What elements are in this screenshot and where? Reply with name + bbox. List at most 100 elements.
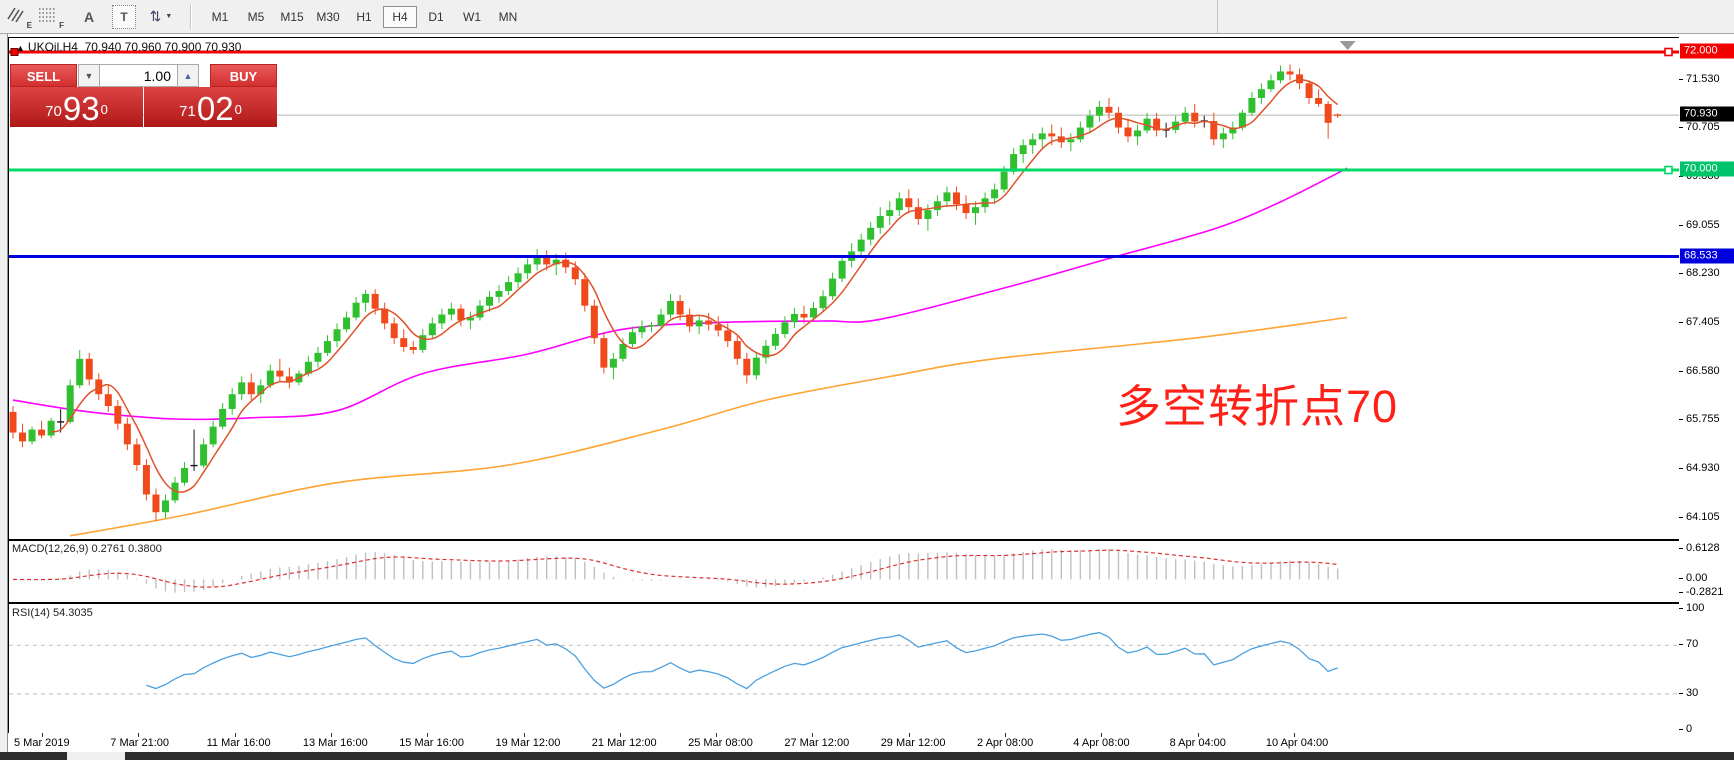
axis-tickmark: [1679, 468, 1683, 470]
time-tickmark: [1293, 733, 1295, 737]
axis-tickmark: [1679, 322, 1683, 324]
time-label: 4 Apr 08:00: [1073, 737, 1130, 749]
macd-axis: 0.6128 0.00 -0.2821: [1679, 540, 1734, 603]
text-label-icon[interactable]: A: [83, 8, 95, 25]
rsi-svg: [9, 631, 1679, 695]
price-tick-label: 64.930: [1686, 462, 1720, 475]
timeframe-button-m5[interactable]: M5: [247, 9, 265, 24]
price-tick-label: 66.580: [1686, 364, 1720, 377]
time-label: 27 Mar 12:00: [784, 737, 850, 749]
time-axis[interactable]: 5 Mar 2019 7 Mar 21:00 11 Mar 16:00 13 Mar …: [8, 733, 1681, 752]
sell-price-sup: 0: [100, 102, 108, 117]
chart-title-symbol: UKOil,H4: [27, 40, 78, 54]
timeframe-button-m1[interactable]: M1: [211, 9, 229, 24]
rsi-label: RSI(14) 54.3035: [12, 607, 93, 619]
buy-button[interactable]: BUY: [210, 64, 277, 87]
toolbar-separator: [190, 3, 192, 30]
text-tool-icon[interactable]: T: [112, 4, 136, 29]
price-tick-label: 69.055: [1686, 218, 1720, 231]
timeframe-button-d1[interactable]: D1: [428, 9, 444, 24]
horizontal-scrollbar[interactable]: [0, 752, 1734, 760]
price-tick-label: 64.105: [1686, 510, 1720, 523]
macd-label: MACD(12,26,9) 0.2761 0.3800: [12, 543, 162, 555]
volume-input[interactable]: [100, 64, 177, 87]
buy-price-prefix: 71: [179, 103, 196, 120]
buy-price-pane[interactable]: 71 02 0: [144, 87, 277, 127]
time-tickmark: [619, 733, 621, 737]
time-label: 8 Apr 04:00: [1169, 737, 1226, 749]
time-label: 13 Mar 16:00: [302, 737, 368, 749]
axis-tickmark: [1679, 176, 1683, 178]
price-tick-label: 70.705: [1686, 121, 1720, 134]
axis-tickmark: [1679, 370, 1683, 372]
toolbar: E F A T ⇅ ▼ M1 M5 M15 M30 H1 H4 D1 W1 MN: [0, 0, 1734, 34]
volume-decrease-button[interactable]: ▼: [78, 64, 100, 87]
timeframe-buttons: M1 M5 M15 M30 H1 H4 D1 W1 MN: [202, 5, 526, 28]
chart-title: ▲ UKOil,H4 70.940 70.960 70.900 70.930: [16, 40, 241, 54]
sell-price-prefix: 70: [45, 103, 62, 120]
sell-price-pane[interactable]: 70 93 0: [10, 87, 143, 127]
rsi-tick-label: 70: [1686, 638, 1699, 651]
buy-price-sup: 0: [234, 102, 242, 117]
toolbar-divider: [1217, 0, 1218, 33]
time-tickmark: [138, 733, 140, 737]
time-tickmark: [908, 733, 910, 737]
macd-tick-label: 0.00: [1686, 572, 1708, 585]
symbol-triangle-icon: ▲: [16, 43, 25, 53]
macd-svg: [12, 549, 1339, 593]
time-label: 2 Apr 08:00: [977, 737, 1034, 749]
expert-hatch-icon[interactable]: E: [6, 5, 32, 30]
volume-increase-button[interactable]: ▲: [177, 64, 199, 87]
time-label: 25 Mar 08:00: [688, 737, 753, 749]
time-label: 10 Apr 04:00: [1265, 737, 1329, 749]
trade-controls-row: SELL ▼ ▲ BUY: [10, 64, 277, 87]
time-label: 7 Mar 21:00: [110, 737, 169, 749]
price-badge: 72.000: [1680, 43, 1734, 59]
time-tickmark: [1005, 733, 1006, 737]
dropdown-caret-icon: ▼: [165, 13, 173, 20]
time-tickmark: [234, 733, 236, 737]
fibo-grid-icon[interactable]: F: [39, 7, 64, 30]
chart-title-ohlc: 70.940 70.960 70.900 70.930: [84, 40, 242, 54]
price-badge: 70.000: [1680, 161, 1734, 177]
timeframe-button-h4[interactable]: H4: [383, 5, 417, 28]
time-label: 29 Mar 12:00: [880, 737, 946, 749]
timeframe-button-m30[interactable]: M30: [316, 9, 340, 24]
price-tick-label: 68.230: [1686, 267, 1720, 280]
timeframe-button-mn[interactable]: MN: [498, 9, 518, 24]
time-label: 11 Mar 16:00: [206, 737, 271, 749]
time-tickmark: [42, 733, 43, 737]
time-tickmark: [1101, 733, 1103, 737]
price-tick-label: 67.405: [1686, 316, 1720, 329]
price-badge: 68.533: [1680, 248, 1734, 264]
macd-tick-label: -0.2821: [1686, 586, 1724, 599]
time-label: 21 Mar 12:00: [591, 737, 657, 749]
macd-panel[interactable]: [8, 540, 1680, 603]
axis-tickmark: [1679, 419, 1683, 421]
time-label: 15 Mar 16:00: [399, 737, 465, 749]
price-axis[interactable]: 71.53070.70569.88069.05568.23067.40566.5…: [1679, 37, 1734, 540]
rsi-tick-label: 30: [1686, 686, 1699, 699]
time-tickmark: [427, 733, 429, 737]
chart-annotation-text: 多空转折点70: [1116, 381, 1399, 432]
arrows-tool-icon[interactable]: ⇅ ▼: [149, 8, 173, 24]
time-label: 5 Mar 2019: [14, 737, 70, 749]
sell-button[interactable]: SELL: [10, 64, 77, 87]
timeframe-button-h1[interactable]: H1: [356, 9, 372, 24]
rsi-panel[interactable]: [8, 603, 1680, 735]
trade-prices-row: 70 93 0 71 02 0: [10, 87, 277, 127]
axis-tickmark: [1679, 127, 1683, 129]
time-tickmark: [1197, 733, 1199, 737]
time-tickmark: [523, 733, 525, 737]
main-chart-panel[interactable]: [8, 37, 1680, 540]
price-tick-label: 65.755: [1686, 413, 1720, 426]
price-tick-label: 71.530: [1686, 72, 1720, 85]
timeframe-button-m15[interactable]: M15: [280, 9, 304, 24]
main-chart-svg: [9, 41, 1679, 537]
rsi-tick-label: 0: [1686, 723, 1693, 736]
axis-tickmark: [1679, 273, 1683, 275]
timeframe-button-w1[interactable]: W1: [463, 9, 481, 24]
window-left-border: [0, 34, 8, 760]
rsi-axis: 100 70 30 0: [1679, 602, 1734, 736]
scrollbar-gap: [67, 752, 125, 760]
